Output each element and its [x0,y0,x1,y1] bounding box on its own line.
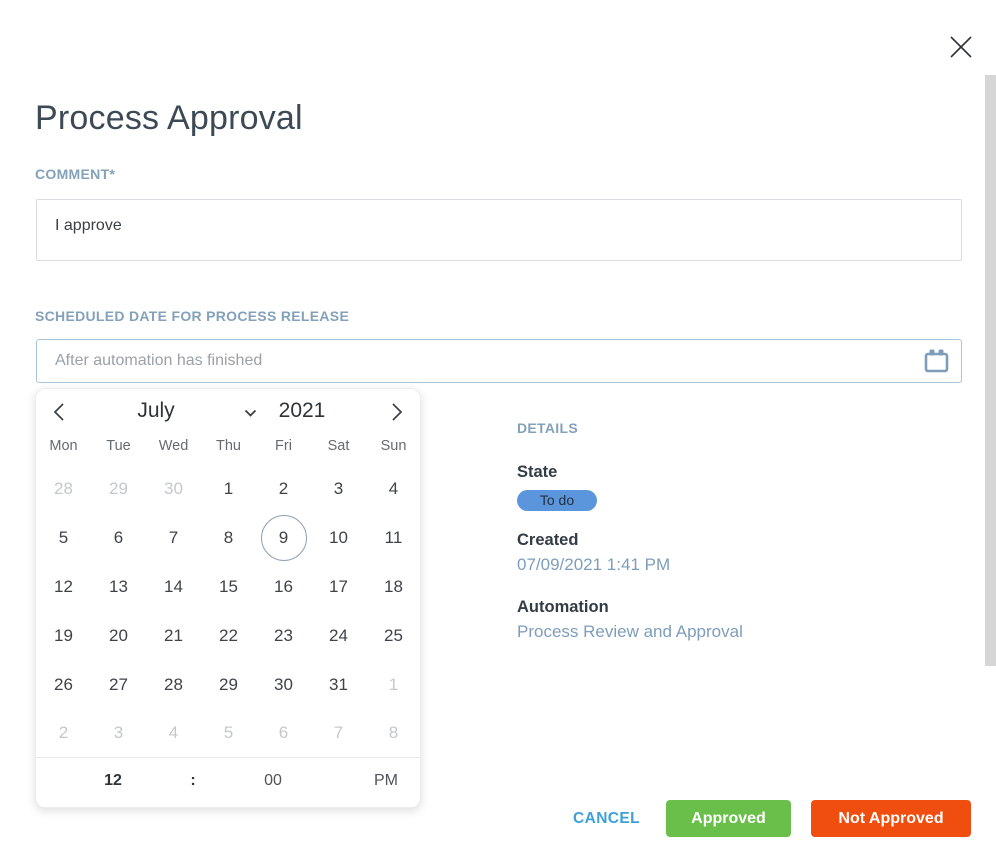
calendar-day[interactable]: 7 [333,723,344,743]
day-of-week-label: Fri [275,438,292,454]
scheduled-date-input[interactable] [36,339,962,383]
chevron-left-icon [52,402,66,422]
footer-actions: CANCEL Approved Not Approved [567,800,971,837]
calendar-day[interactable]: 8 [388,723,399,743]
calendar-day[interactable]: 1 [223,479,234,499]
calendar-day[interactable]: 23 [274,625,293,645]
created-value: 07/09/2021 1:41 PM [517,555,671,574]
details-section: DETAILS State To do Created 07/09/2021 1… [517,420,937,642]
calendar-dow-row: Mon Tue Wed Thu Fri Sat Sun [36,435,420,461]
day-of-week-label: Sun [380,438,407,454]
calendar-day[interactable]: 29 [109,479,128,499]
time-picker-row: 12 : 00 PM [36,757,420,807]
calendar-day[interactable]: 25 [384,625,403,645]
calendar-day[interactable]: 8 [223,528,234,548]
calendar-day[interactable]: 15 [219,576,238,596]
calendar-day[interactable]: 2 [58,723,69,743]
calendar-day[interactable]: 24 [329,625,348,645]
calendar-day[interactable]: 5 [223,723,234,743]
calendar-day[interactable]: 5 [58,528,69,548]
calendar-day-selected[interactable]: 9 [256,514,311,563]
calendar-day[interactable]: 31 [329,674,348,694]
calendar-day[interactable]: 22 [219,625,238,645]
calendar-day[interactable]: 29 [219,674,238,694]
day-of-week-label: Thu [216,438,241,454]
minute-field[interactable]: 00 [264,772,282,789]
close-button[interactable] [944,30,978,64]
calendar-button[interactable] [920,346,952,376]
page-title: Process Approval [35,99,303,137]
calendar-day[interactable]: 4 [168,723,179,743]
calendar-day[interactable]: 19 [54,625,73,645]
scheduled-date-label: SCHEDULED DATE FOR PROCESS RELEASE [35,308,350,324]
year-select[interactable]: 2021 [278,399,326,422]
calendar-day[interactable]: 6 [113,528,124,548]
day-of-week-label: Tue [106,438,131,454]
comment-label: COMMENT* [35,166,116,182]
datepicker-popup: July 2021 Mon Tue Wed Thu Fri Sat Sun 28 29 30 1 2… [35,388,421,808]
comment-input[interactable]: I approve [36,199,962,261]
day-of-week-label: Sat [327,438,350,454]
calendar-day[interactable]: 17 [329,576,348,596]
calendar-day[interactable]: 4 [388,479,399,499]
calendar-day[interactable]: 12 [54,576,73,596]
cancel-button[interactable]: CANCEL [567,810,646,828]
calendar-day[interactable]: 30 [164,479,183,499]
hour-field[interactable]: 12 [104,772,122,789]
previous-month-button[interactable] [44,397,74,427]
month-dropdown-button[interactable] [242,405,258,421]
scrollbar-thumb[interactable] [985,75,996,666]
calendar-day[interactable]: 14 [164,576,183,596]
calendar-grid: 28 29 30 1 2 3 4 5 6 7 8 9 10 11 12 13 14 15 16 17 18 19 20 21 2… [36,465,420,758]
calendar-day[interactable]: 21 [164,625,183,645]
calendar-day[interactable]: 18 [384,576,403,596]
calendar-day[interactable]: 3 [333,479,344,499]
calendar-day[interactable]: 3 [113,723,124,743]
meridiem-field[interactable]: PM [374,772,398,789]
approved-button[interactable]: Approved [666,800,791,837]
day-of-week-label: Mon [49,438,78,454]
calendar-day[interactable]: 30 [274,674,293,694]
calendar-day[interactable]: 13 [109,576,128,596]
calendar-day[interactable]: 7 [168,528,179,548]
not-approved-button[interactable]: Not Approved [811,800,971,837]
chevron-right-icon [390,402,404,422]
calendar-day[interactable]: 16 [274,576,293,596]
calendar-day[interactable]: 10 [329,528,348,548]
calendar-day[interactable]: 26 [54,674,73,694]
calendar-day[interactable]: 6 [278,723,289,743]
created-label: Created [517,531,579,549]
calendar-day[interactable]: 1 [388,674,399,694]
month-select[interactable]: July [137,399,175,422]
details-heading: DETAILS [517,420,578,436]
calendar-day[interactable]: 28 [54,479,73,499]
calendar-day[interactable]: 28 [164,674,183,694]
calendar-day[interactable]: 2 [278,479,289,499]
status-badge: To do [517,490,597,511]
calendar-day[interactable]: 27 [109,674,128,694]
day-of-week-label: Wed [158,438,189,454]
automation-label: Automation [517,598,609,616]
calendar-icon [923,348,950,374]
state-label: State [517,463,558,481]
close-icon [947,33,975,61]
next-month-button[interactable] [382,397,412,427]
calendar-day[interactable]: 20 [109,625,128,645]
calendar-day[interactable]: 11 [384,528,403,548]
time-separator: : [190,772,196,789]
chevron-down-icon [244,409,257,418]
automation-link[interactable]: Process Review and Approval [517,622,743,641]
